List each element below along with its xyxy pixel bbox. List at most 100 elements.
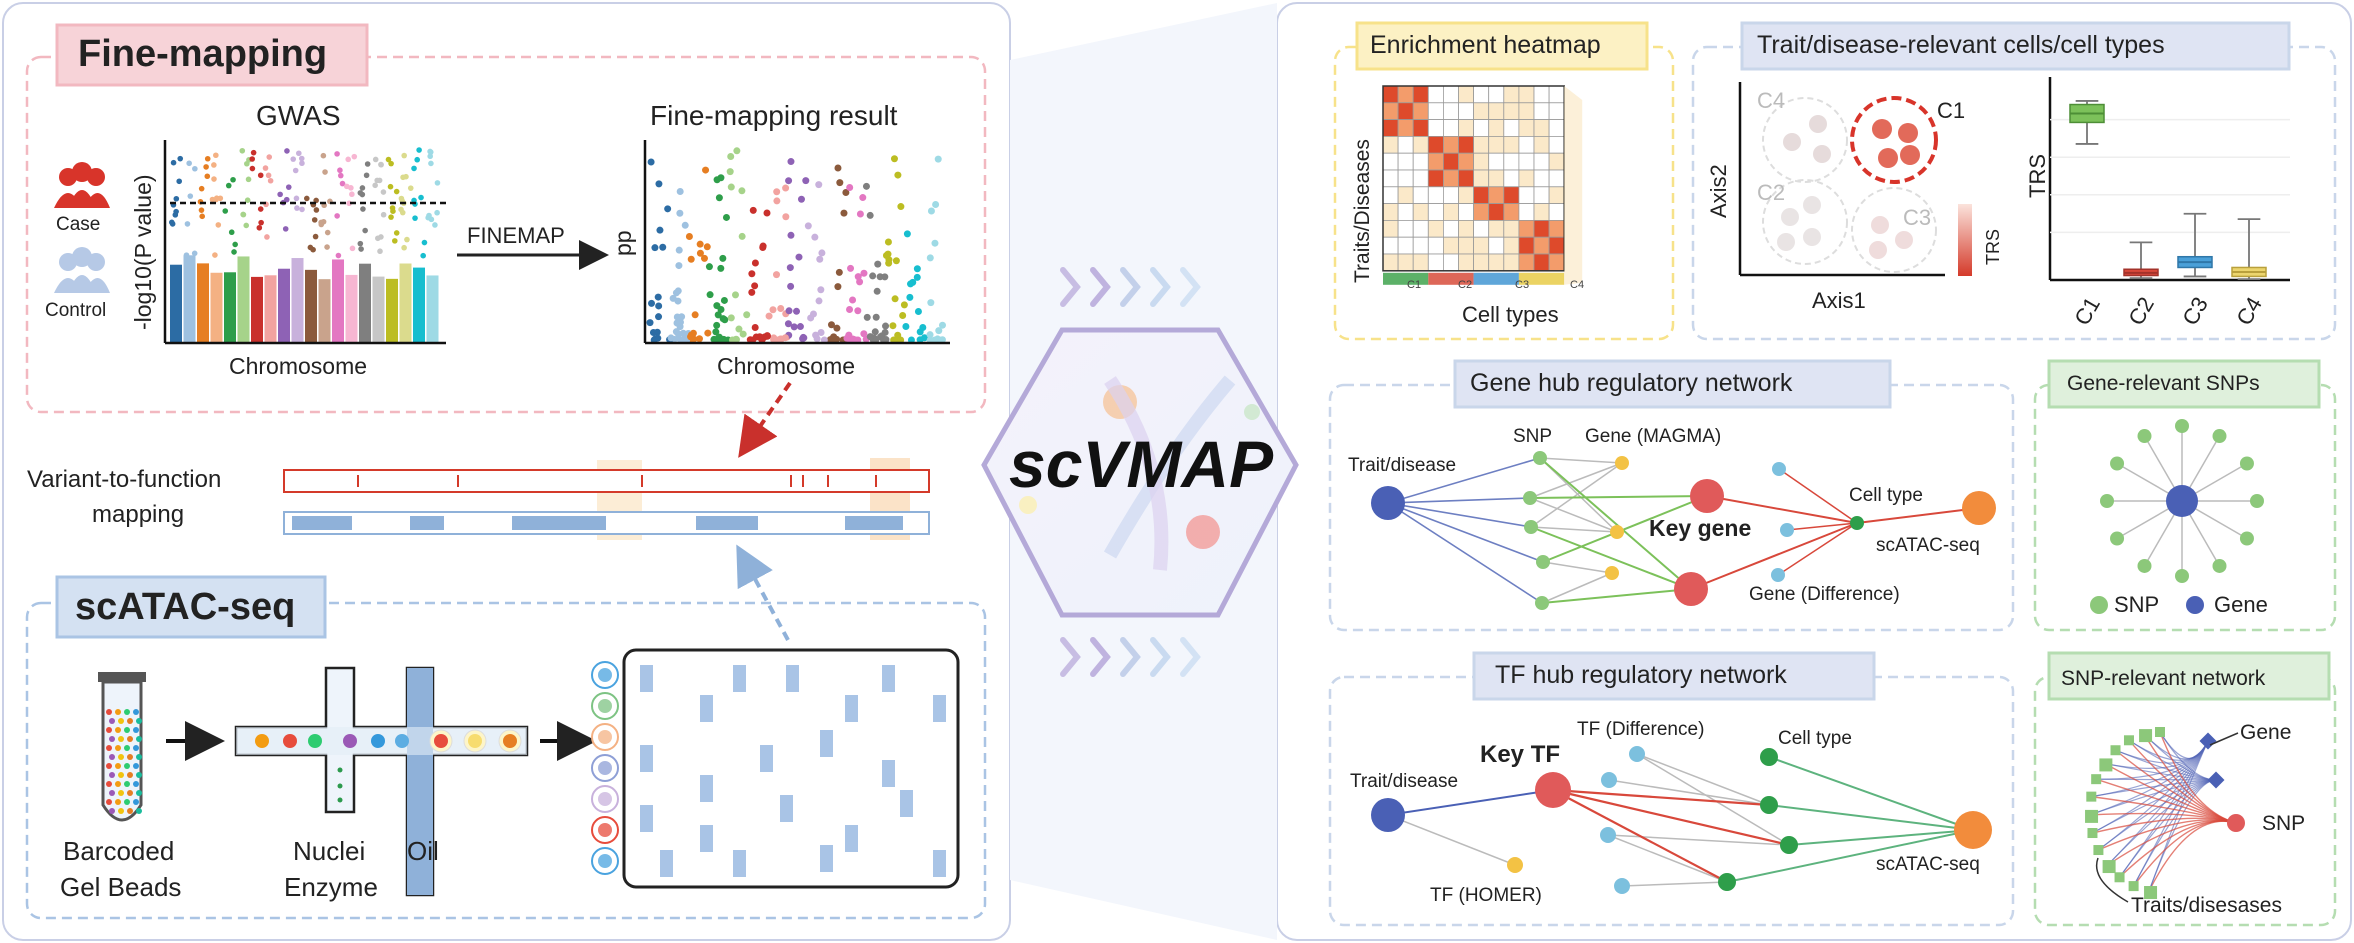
result-point [743, 311, 751, 319]
heatmap-col-c4: C4 [1570, 279, 1585, 291]
cell-barcode-core [598, 668, 612, 682]
cell-barcode-core [598, 730, 612, 744]
heatmap-cell [1412, 135, 1429, 154]
result-point [735, 325, 743, 333]
legend-snp-label: SNP [2114, 592, 2160, 617]
gel-bead [109, 736, 115, 742]
heatmap-side-fade [1564, 86, 1583, 285]
result-point [675, 262, 683, 270]
heatmap-cell [1488, 135, 1505, 154]
trait-node [2085, 809, 2099, 823]
gwas-point [290, 156, 297, 162]
result-point [862, 182, 870, 190]
gwas-chrom-bar [305, 269, 317, 343]
gwas-point [403, 173, 409, 180]
gwas-point [334, 151, 340, 157]
heatmap-cell [1503, 119, 1520, 137]
trait-cells-title-pill [1740, 21, 2291, 71]
node-tf-diff [1601, 772, 1617, 788]
gwas-point [239, 147, 246, 154]
enrichment-title: Enrichment heatmap [1370, 31, 1601, 59]
star-snp-node [2100, 494, 2114, 508]
heatmap-cell [1518, 135, 1535, 154]
result-point [706, 291, 714, 299]
result-point [843, 334, 851, 342]
gwas-point [337, 167, 343, 174]
node-gene-magma [1610, 525, 1624, 539]
heatmap-cell [1533, 219, 1550, 238]
star-snp-node [2110, 456, 2125, 471]
heatmap-cell [1503, 236, 1520, 255]
cluster-c4-label: C4 [1757, 88, 1786, 113]
snp-network-snp-label: SNP [2262, 812, 2306, 835]
result-point [926, 254, 934, 262]
edge-tf-diff-motif [1607, 834, 1728, 883]
heatmap-cell [1503, 102, 1520, 121]
heatmap-cell [1427, 219, 1444, 238]
gel-bead [118, 808, 124, 814]
heatmap-cell [1503, 219, 1520, 238]
gel-bead [127, 772, 133, 778]
heatmap-cell [1382, 236, 1399, 255]
heatmap-cell [1443, 186, 1459, 205]
result-point [937, 336, 945, 344]
result-point [913, 273, 921, 281]
gwas-point [293, 195, 300, 202]
result-point [705, 263, 713, 271]
gene-hub-scatac-label: scATAC-seq [1876, 535, 1980, 556]
gel-bead [118, 772, 124, 778]
gwas-point [222, 208, 229, 214]
tf-hub-title: TF hub regulatory network [1495, 661, 1787, 689]
result-point [900, 301, 908, 309]
result-point [897, 336, 905, 344]
finemap-arrow-label: FINEMAP [467, 223, 565, 248]
matrix-cell [640, 805, 653, 832]
edge-diff-celltype [1777, 522, 1858, 576]
heatmap-cell [1382, 85, 1399, 104]
edge-trait-snp [1387, 497, 1531, 504]
gwas-point [277, 191, 283, 198]
result-point [786, 264, 794, 272]
heatmap-cell [1412, 152, 1429, 171]
result-point [651, 244, 659, 252]
matrix-cell [733, 665, 746, 692]
gel-bead [118, 718, 124, 724]
gwas-point [262, 165, 269, 171]
center-chevrons-top [1060, 267, 1201, 307]
gel-bead [115, 727, 121, 733]
edge-snp-keygene [1529, 495, 1708, 499]
result-point [681, 221, 689, 229]
result-point [646, 319, 654, 327]
enrichment-title-pill [1355, 21, 1649, 71]
result-point [931, 336, 939, 344]
heatmap-cell [1397, 253, 1414, 272]
heatmap-cell [1443, 152, 1459, 171]
gwas-point [380, 189, 387, 195]
result-point [906, 293, 914, 301]
result-point [785, 177, 793, 185]
heatmap-cell [1548, 135, 1565, 154]
gel-bead [133, 781, 139, 787]
gwas-chrom-bar [386, 278, 398, 343]
gene-pointer [2209, 732, 2239, 746]
heatmap-cell [1412, 219, 1429, 238]
gel-beads-tube [98, 672, 146, 822]
heatmap-cell [1458, 203, 1475, 221]
result-point [816, 255, 824, 263]
edge-snp-keygene [1539, 457, 1692, 590]
gwas-point [426, 212, 432, 219]
gene-hub-title-pill [1453, 359, 1892, 409]
gel-bead [133, 745, 139, 751]
result-point [749, 336, 757, 344]
gwas-point [312, 233, 319, 240]
result-point [763, 209, 771, 217]
gel-bead [136, 790, 142, 796]
node-scatac [1962, 491, 1996, 525]
gwas-point [176, 178, 183, 185]
gwas-point [243, 222, 250, 229]
matrix-cell [933, 695, 946, 722]
gel-bead [133, 727, 139, 733]
result-point [859, 194, 867, 202]
traits-pointer [2095, 857, 2129, 903]
heatmap-cell [1488, 169, 1505, 188]
